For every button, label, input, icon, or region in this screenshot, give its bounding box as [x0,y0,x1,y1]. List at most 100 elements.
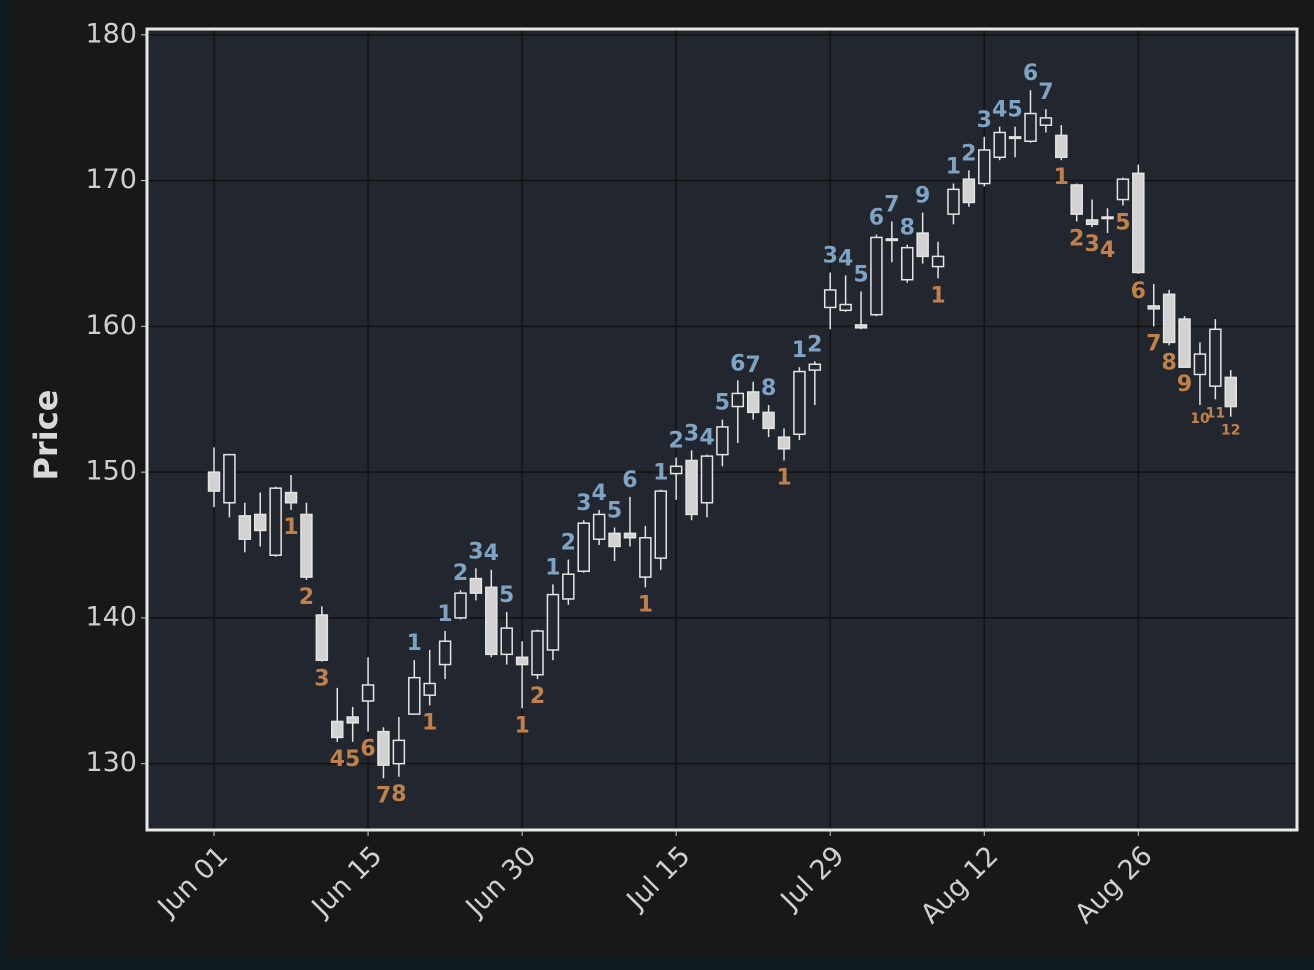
y-axis-label: Price [27,390,65,481]
count-label: 7 [884,192,899,217]
count-label: 4 [484,541,499,566]
count-label: 6 [622,468,637,493]
count-label: 1 [653,461,668,486]
candle-body [346,716,359,724]
candle-body [531,630,544,676]
count-label: 7 [1146,331,1161,356]
candle-body [423,682,436,696]
count-label: 1 [407,631,422,656]
count-label: 4 [838,246,853,271]
count-label: 3 [684,421,699,446]
count-label: 6 [1023,61,1038,86]
count-label: 1 [638,592,653,617]
count-label: 2 [961,141,976,166]
count-label: 3 [977,108,992,133]
count-label: 6 [360,737,375,762]
candle-body [808,363,822,371]
candle-body [931,255,945,268]
count-label: 2 [530,684,545,709]
candle-body [592,513,606,540]
count-label: 5 [1007,98,1022,123]
count-label: 11 [1206,405,1225,421]
candle-body [900,246,914,281]
candle-body [993,131,1006,159]
count-label: 3 [1084,232,1099,257]
count-label: 5 [345,747,360,772]
candle-body [1209,328,1222,387]
candle-body [962,178,976,204]
candle-body [1193,353,1207,376]
candle-body [485,586,498,656]
count-label: 9 [915,184,930,209]
count-label: 4 [591,481,606,506]
y-tick-label: 180 [85,18,137,49]
candle-body [1162,293,1176,344]
count-label: 5 [853,262,868,287]
candle-body [746,391,760,414]
count-label: 7 [1038,80,1053,105]
candle-body [1116,178,1130,201]
candle-body [885,238,899,242]
candle-body [623,532,637,539]
count-label: 12 [1221,423,1240,439]
candle-body [978,149,991,185]
candle-body [947,188,960,215]
candle-body [300,513,313,578]
count-label: 8 [900,216,915,241]
count-label: 1 [930,283,945,308]
count-label: 10 [1190,411,1210,427]
count-label: 2 [807,332,822,357]
count-label: 1 [422,710,437,735]
candle-body [793,370,806,435]
candle-body [654,490,668,559]
plot-frame [145,27,1299,832]
count-label: 1 [437,602,452,627]
count-label: 4 [992,98,1007,123]
count-label: 6 [1131,279,1146,304]
candle-body [1008,136,1022,140]
candle-body [1132,172,1145,274]
count-label: 3 [823,243,838,268]
candle-body [823,289,837,309]
count-label: 1 [283,515,298,540]
candle-body [408,676,421,715]
candle-body [207,471,221,492]
count-label: 2 [561,531,576,556]
candle-body [469,577,483,594]
count-label: 2 [299,585,314,610]
candle-body [238,515,252,540]
count-label: 7 [746,353,761,378]
count-label: 4 [1100,238,1115,263]
count-label: 7 [376,783,391,808]
candle-body [1070,184,1083,215]
count-label: 4 [330,747,345,772]
candle-body [700,455,714,504]
y-tick-label: 140 [85,601,137,632]
candle-body [1178,318,1191,368]
candle-body [1085,219,1099,226]
candle-body [854,324,868,329]
candle-body [1039,117,1053,126]
count-label: 2 [1069,226,1084,251]
candle-body [223,453,236,504]
count-label: 1 [514,713,529,738]
count-label: 8 [761,376,776,401]
count-label: 3 [314,667,329,692]
candle-body [762,411,775,430]
candle-body [1101,216,1114,220]
candle-body [639,536,652,578]
y-tick-label: 170 [85,164,137,195]
candle-body [731,392,745,408]
count-label: 1 [545,555,560,580]
count-label: 1 [776,465,791,490]
candle-body [392,739,406,765]
y-tick-label: 130 [85,747,137,778]
count-label: 2 [669,429,684,454]
candle-body [515,656,529,666]
candle-body [685,459,698,516]
candle-body [777,436,791,450]
candle-body [1024,112,1037,142]
candle-body [438,640,452,666]
